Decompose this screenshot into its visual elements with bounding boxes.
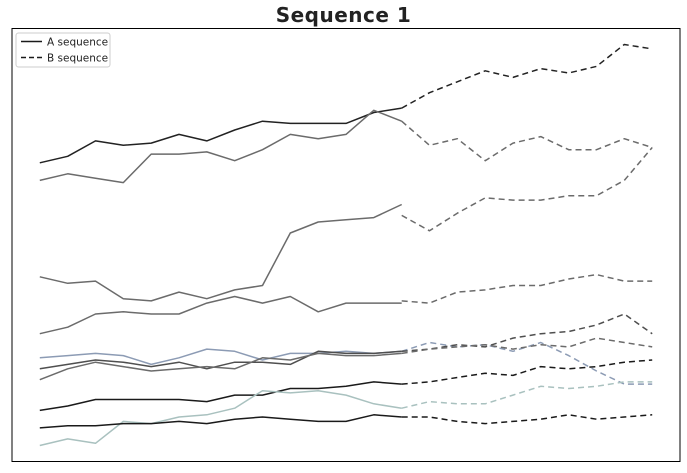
series-10-a-sequence-line: [39, 414, 402, 429]
series-9-b-sequence-line: [401, 381, 653, 409]
series-5-a-sequence-line: [39, 348, 402, 366]
series-1: [39, 43, 653, 164]
series-layer: [39, 43, 653, 447]
chart-title: Sequence 1: [275, 3, 412, 27]
series-8: [39, 359, 653, 412]
series-5-b-sequence-line: [401, 341, 653, 385]
legend-label-a: A sequence: [47, 37, 108, 49]
series-9-a-sequence-line: [39, 389, 402, 447]
series-4-b-sequence-line: [401, 273, 653, 304]
series-7-b-sequence-line: [401, 337, 653, 355]
series-1-b-sequence-line: [401, 43, 653, 109]
series-5: [39, 341, 653, 385]
plot-area-frame: [11, 28, 681, 462]
series-8-b-sequence-line: [401, 359, 653, 385]
series-7: [39, 337, 653, 381]
series-6-a-sequence-line: [39, 350, 402, 370]
series-2: [39, 109, 653, 184]
series-2-a-sequence-line: [39, 109, 402, 184]
series-3-a-sequence-line: [39, 203, 403, 302]
series-3-b-sequence-line: [401, 147, 653, 232]
series-4-a-sequence-line: [39, 295, 402, 335]
legend-label-b: B sequence: [47, 53, 108, 65]
series-10: [39, 414, 653, 429]
series-2-b-sequence-line: [401, 120, 653, 162]
series-10-b-sequence-line: [401, 414, 653, 425]
legend: A sequence B sequence: [15, 32, 111, 68]
series-6-b-sequence-line: [401, 313, 653, 353]
series-6: [39, 313, 653, 370]
series-8-a-sequence-line: [39, 381, 402, 412]
series-3: [39, 147, 653, 302]
series-1-a-sequence-line: [39, 107, 402, 164]
series-4: [39, 273, 653, 335]
series-7-a-sequence-line: [39, 352, 402, 381]
series-9: [39, 381, 653, 447]
